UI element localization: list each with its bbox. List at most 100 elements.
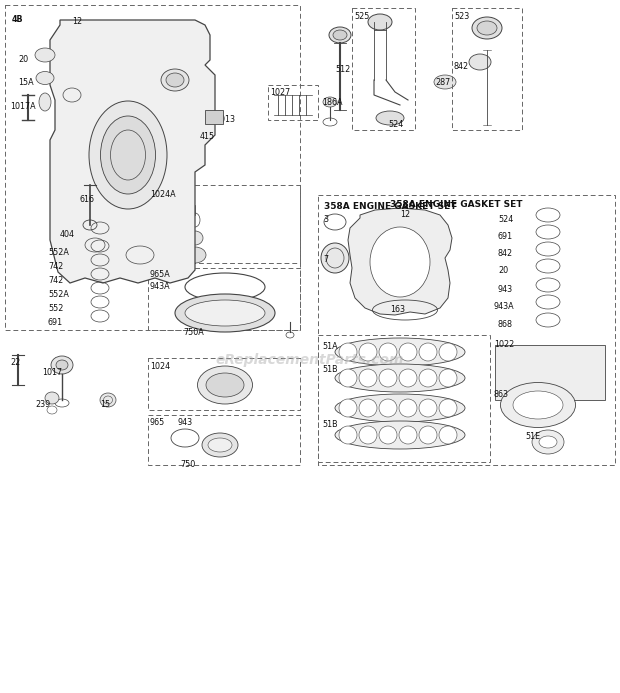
Text: 863: 863 — [494, 390, 509, 399]
Text: 616: 616 — [80, 195, 95, 204]
Ellipse shape — [36, 71, 54, 85]
Ellipse shape — [333, 30, 347, 40]
Text: 524: 524 — [388, 120, 403, 129]
Text: 163: 163 — [390, 305, 405, 314]
Ellipse shape — [161, 69, 189, 91]
Text: 1024A: 1024A — [150, 190, 175, 199]
Ellipse shape — [469, 54, 491, 70]
Circle shape — [379, 369, 397, 387]
Text: 20: 20 — [498, 266, 508, 275]
Ellipse shape — [335, 421, 465, 449]
Text: 15: 15 — [100, 400, 110, 409]
Text: 943A: 943A — [494, 302, 515, 311]
Ellipse shape — [208, 438, 232, 452]
Bar — [0, 470, 620, 693]
Circle shape — [359, 426, 377, 444]
Circle shape — [379, 399, 397, 417]
Circle shape — [439, 426, 457, 444]
Circle shape — [419, 369, 437, 387]
Text: 868: 868 — [498, 320, 513, 329]
Text: 415: 415 — [200, 132, 215, 141]
Circle shape — [439, 343, 457, 361]
Text: 525: 525 — [354, 12, 370, 21]
Text: 239: 239 — [35, 400, 50, 409]
Ellipse shape — [202, 433, 238, 457]
Ellipse shape — [198, 366, 252, 404]
Text: 12: 12 — [72, 17, 82, 26]
Ellipse shape — [434, 75, 456, 89]
Text: 22: 22 — [10, 358, 20, 367]
Text: 358A ENGINE GASKET SET: 358A ENGINE GASKET SET — [390, 200, 523, 209]
Circle shape — [399, 369, 417, 387]
Text: 742: 742 — [48, 276, 63, 285]
Ellipse shape — [187, 231, 203, 245]
Ellipse shape — [175, 294, 275, 332]
Circle shape — [359, 369, 377, 387]
Ellipse shape — [185, 300, 265, 326]
Text: 943: 943 — [498, 285, 513, 294]
Circle shape — [399, 399, 417, 417]
Text: 943A: 943A — [150, 282, 170, 291]
Circle shape — [339, 426, 357, 444]
Text: 12: 12 — [400, 210, 410, 219]
Text: 523: 523 — [454, 12, 469, 21]
Ellipse shape — [166, 73, 184, 87]
Ellipse shape — [184, 247, 206, 263]
Text: 742: 742 — [48, 262, 63, 271]
Circle shape — [439, 399, 457, 417]
Ellipse shape — [56, 360, 68, 370]
Text: 750: 750 — [180, 460, 195, 469]
Text: 4B: 4B — [12, 15, 24, 24]
Text: 1027: 1027 — [270, 88, 290, 97]
Text: 1017A: 1017A — [10, 102, 35, 111]
Text: 943: 943 — [178, 418, 193, 427]
Text: 524: 524 — [498, 215, 513, 224]
Ellipse shape — [335, 364, 465, 392]
Text: 358A ENGINE GASKET SET: 358A ENGINE GASKET SET — [324, 202, 456, 211]
Ellipse shape — [500, 383, 575, 428]
Polygon shape — [50, 20, 215, 283]
Text: 51B: 51B — [322, 420, 338, 429]
Text: 1022: 1022 — [494, 340, 514, 349]
Circle shape — [439, 369, 457, 387]
Circle shape — [339, 399, 357, 417]
Ellipse shape — [329, 27, 351, 43]
Ellipse shape — [370, 227, 430, 297]
Circle shape — [419, 343, 437, 361]
Text: 512: 512 — [335, 65, 350, 74]
Text: 842: 842 — [498, 249, 513, 258]
Ellipse shape — [100, 116, 156, 194]
Text: 552A: 552A — [48, 248, 69, 257]
Bar — [495, 345, 605, 400]
Ellipse shape — [323, 97, 337, 107]
Circle shape — [339, 369, 357, 387]
Text: 750A: 750A — [183, 328, 204, 337]
Ellipse shape — [39, 93, 51, 111]
Text: 15A: 15A — [18, 78, 33, 87]
Text: 1013: 1013 — [215, 115, 235, 124]
Polygon shape — [348, 208, 452, 315]
Circle shape — [399, 426, 417, 444]
Circle shape — [339, 343, 357, 361]
Text: 404: 404 — [60, 230, 75, 239]
Text: 691: 691 — [498, 232, 513, 241]
Ellipse shape — [368, 14, 392, 30]
Text: 186A: 186A — [322, 98, 342, 107]
Text: eReplacementParts.com: eReplacementParts.com — [216, 353, 404, 367]
Ellipse shape — [376, 111, 404, 125]
Text: 7: 7 — [323, 255, 328, 264]
Bar — [205, 110, 223, 124]
Text: 51E: 51E — [525, 432, 540, 441]
Circle shape — [399, 343, 417, 361]
Text: 3: 3 — [323, 215, 328, 224]
Circle shape — [379, 343, 397, 361]
Text: 691: 691 — [48, 318, 63, 327]
Text: 51B: 51B — [322, 365, 338, 374]
Text: 51A: 51A — [322, 342, 338, 351]
Ellipse shape — [477, 21, 497, 35]
Ellipse shape — [321, 243, 349, 273]
Ellipse shape — [89, 101, 167, 209]
Text: 552: 552 — [48, 304, 63, 313]
Ellipse shape — [335, 394, 465, 422]
Ellipse shape — [472, 17, 502, 39]
